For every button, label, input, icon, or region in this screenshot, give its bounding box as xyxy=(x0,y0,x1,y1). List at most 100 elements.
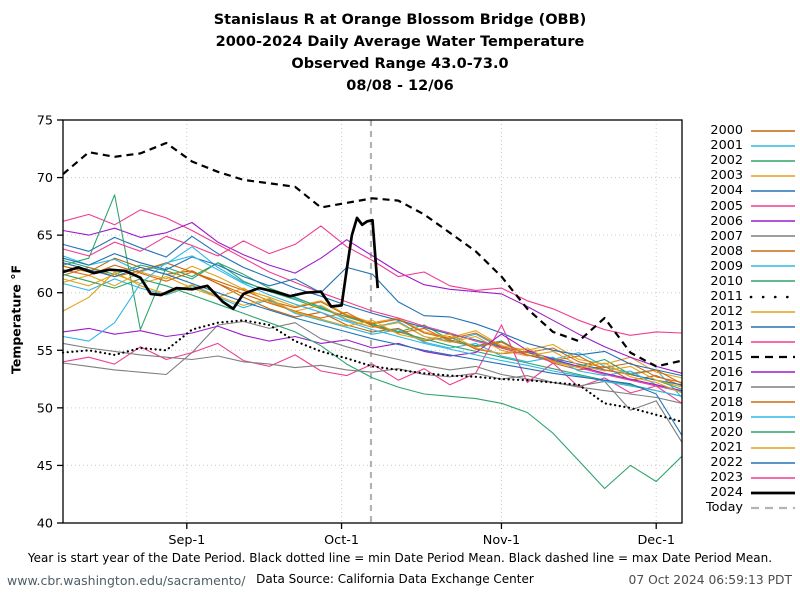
legend-swatch-2002 xyxy=(751,160,795,162)
legend-item-2018: 2018 xyxy=(688,395,797,410)
legend-label-2001: 2001 xyxy=(710,138,743,154)
timestamp-text: 07 Oct 2024 06:59:13 PDT xyxy=(628,573,792,587)
legend-swatch-2008 xyxy=(751,250,795,252)
legend-item-2024: 2024 xyxy=(688,485,797,500)
legend-label-2005: 2005 xyxy=(710,198,743,214)
legend-item-2003: 2003 xyxy=(688,168,797,183)
legend-swatch-2000 xyxy=(751,129,795,132)
legend-item-2009: 2009 xyxy=(688,259,797,274)
legend-swatch-2023 xyxy=(751,477,795,479)
legend-label-2004: 2004 xyxy=(710,183,743,199)
legend-item-2005: 2005 xyxy=(688,198,797,214)
series-line-2024 xyxy=(62,216,380,311)
legend-label-2019: 2019 xyxy=(710,409,743,425)
y-tick-label-75: 75 xyxy=(37,114,53,129)
series-line-2006 xyxy=(62,221,683,374)
legend-label-2003: 2003 xyxy=(710,168,743,184)
legend-item-2012: 2012 xyxy=(688,304,797,319)
series-line-2012 xyxy=(62,273,683,388)
y-tick-label-60: 60 xyxy=(37,286,53,301)
legend-swatch-2015 xyxy=(751,355,795,359)
legend-swatch-2006 xyxy=(751,220,795,222)
legend-label-2012: 2012 xyxy=(710,304,743,320)
legend-swatch-2011 xyxy=(749,295,797,298)
y-tick-label-55: 55 xyxy=(37,344,53,359)
y-tick-label-70: 70 xyxy=(37,171,53,186)
legend-label-2013: 2013 xyxy=(710,319,743,335)
legend-swatch-Today xyxy=(751,506,795,509)
legend-item-2002: 2002 xyxy=(688,153,797,168)
footnote: Year is start year of the Date Period. B… xyxy=(27,551,773,565)
series-line-2020 xyxy=(62,273,683,490)
legend-swatch-2016 xyxy=(751,371,795,373)
legend-item-2004: 2004 xyxy=(688,183,797,198)
x-tick-label-Oct-1: Oct-1 xyxy=(324,533,359,548)
data-source-text: Data Source: California Data Exchange Ce… xyxy=(256,572,534,586)
legend-item-2021: 2021 xyxy=(688,440,797,455)
chart-title-line-3: Observed Range 43.0-73.0 xyxy=(291,56,509,72)
series-line-2021 xyxy=(62,271,683,394)
legend-swatch-2021 xyxy=(751,446,795,449)
legend-swatch-2013 xyxy=(751,326,795,328)
legend-label-2015: 2015 xyxy=(710,349,743,365)
legend-item-2020: 2020 xyxy=(688,425,797,440)
legend-swatch-2019 xyxy=(751,416,795,419)
legend-label-2002: 2002 xyxy=(710,153,743,169)
legend-item-Today: Today xyxy=(688,500,797,515)
legend-item-2000: 2000 xyxy=(688,123,797,138)
legend-item-2014: 2014 xyxy=(688,334,797,349)
legend-label-2010: 2010 xyxy=(710,273,743,289)
legend-label-2008: 2008 xyxy=(710,243,743,259)
legend-item-2019: 2019 xyxy=(688,410,797,425)
x-tick-label-Dec-1: Dec-1 xyxy=(637,533,675,548)
legend-item-2010: 2010 xyxy=(688,274,797,289)
y-tick-label-45: 45 xyxy=(37,459,53,474)
legend-swatch-2022 xyxy=(751,461,795,464)
y-tick-label-40: 40 xyxy=(37,517,53,532)
legend-item-2007: 2007 xyxy=(688,229,797,244)
x-tick-label-Nov-1: Nov-1 xyxy=(483,533,520,548)
legend-label-Today: Today xyxy=(705,500,743,516)
legend-item-2023: 2023 xyxy=(688,470,797,485)
series-line-2019 xyxy=(62,255,683,397)
x-tick-label-Sep-1: Sep-1 xyxy=(168,533,205,548)
chart-title-line-2: 2000-2024 Daily Average Water Temperatur… xyxy=(215,34,585,50)
series-line-2016 xyxy=(62,325,683,392)
series-line-2004 xyxy=(62,235,683,386)
series-line-2023 xyxy=(62,225,683,336)
legend-label-2020: 2020 xyxy=(710,424,743,440)
legend-label-2014: 2014 xyxy=(710,334,743,350)
legend-item-2011: 2011 xyxy=(688,289,797,304)
legend-label-2016: 2016 xyxy=(710,364,743,380)
y-tick-label-65: 65 xyxy=(37,229,53,244)
legend-label-2021: 2021 xyxy=(710,440,743,456)
legend-item-2001: 2001 xyxy=(688,138,797,153)
legend-label-2011: 2011 xyxy=(710,289,743,305)
legend-label-2018: 2018 xyxy=(710,394,743,410)
legend-swatch-2018 xyxy=(751,401,795,403)
series-line-2022 xyxy=(62,262,683,436)
legend-item-2008: 2008 xyxy=(688,244,797,259)
legend-item-2013: 2013 xyxy=(688,319,797,334)
legend: 2000 2001 2002 2003 2004 2005 2006 2007 2008 2009… xyxy=(688,123,797,515)
series-line-2014 xyxy=(62,324,683,404)
legend-label-2009: 2009 xyxy=(710,258,743,274)
chart-title-line-4: 08/08 - 12/06 xyxy=(346,78,454,94)
legend-swatch-2017 xyxy=(751,386,795,388)
series-line-2010 xyxy=(62,194,683,397)
legend-label-2007: 2007 xyxy=(710,228,743,244)
legend-swatch-2004 xyxy=(751,190,795,192)
legend-item-2015: 2015 xyxy=(688,349,797,364)
legend-swatch-2010 xyxy=(751,280,795,283)
legend-swatch-2001 xyxy=(751,144,795,147)
legend-swatch-2024 xyxy=(751,491,795,495)
legend-item-2016: 2016 xyxy=(688,365,797,380)
series-line-2009 xyxy=(62,278,683,393)
legend-swatch-2009 xyxy=(751,265,795,268)
legend-label-2017: 2017 xyxy=(710,379,743,395)
chart-title-line-1: Stanislaus R at Orange Blossom Bridge (O… xyxy=(213,12,587,28)
legend-label-2022: 2022 xyxy=(710,455,743,471)
series-line-2018 xyxy=(62,264,683,385)
